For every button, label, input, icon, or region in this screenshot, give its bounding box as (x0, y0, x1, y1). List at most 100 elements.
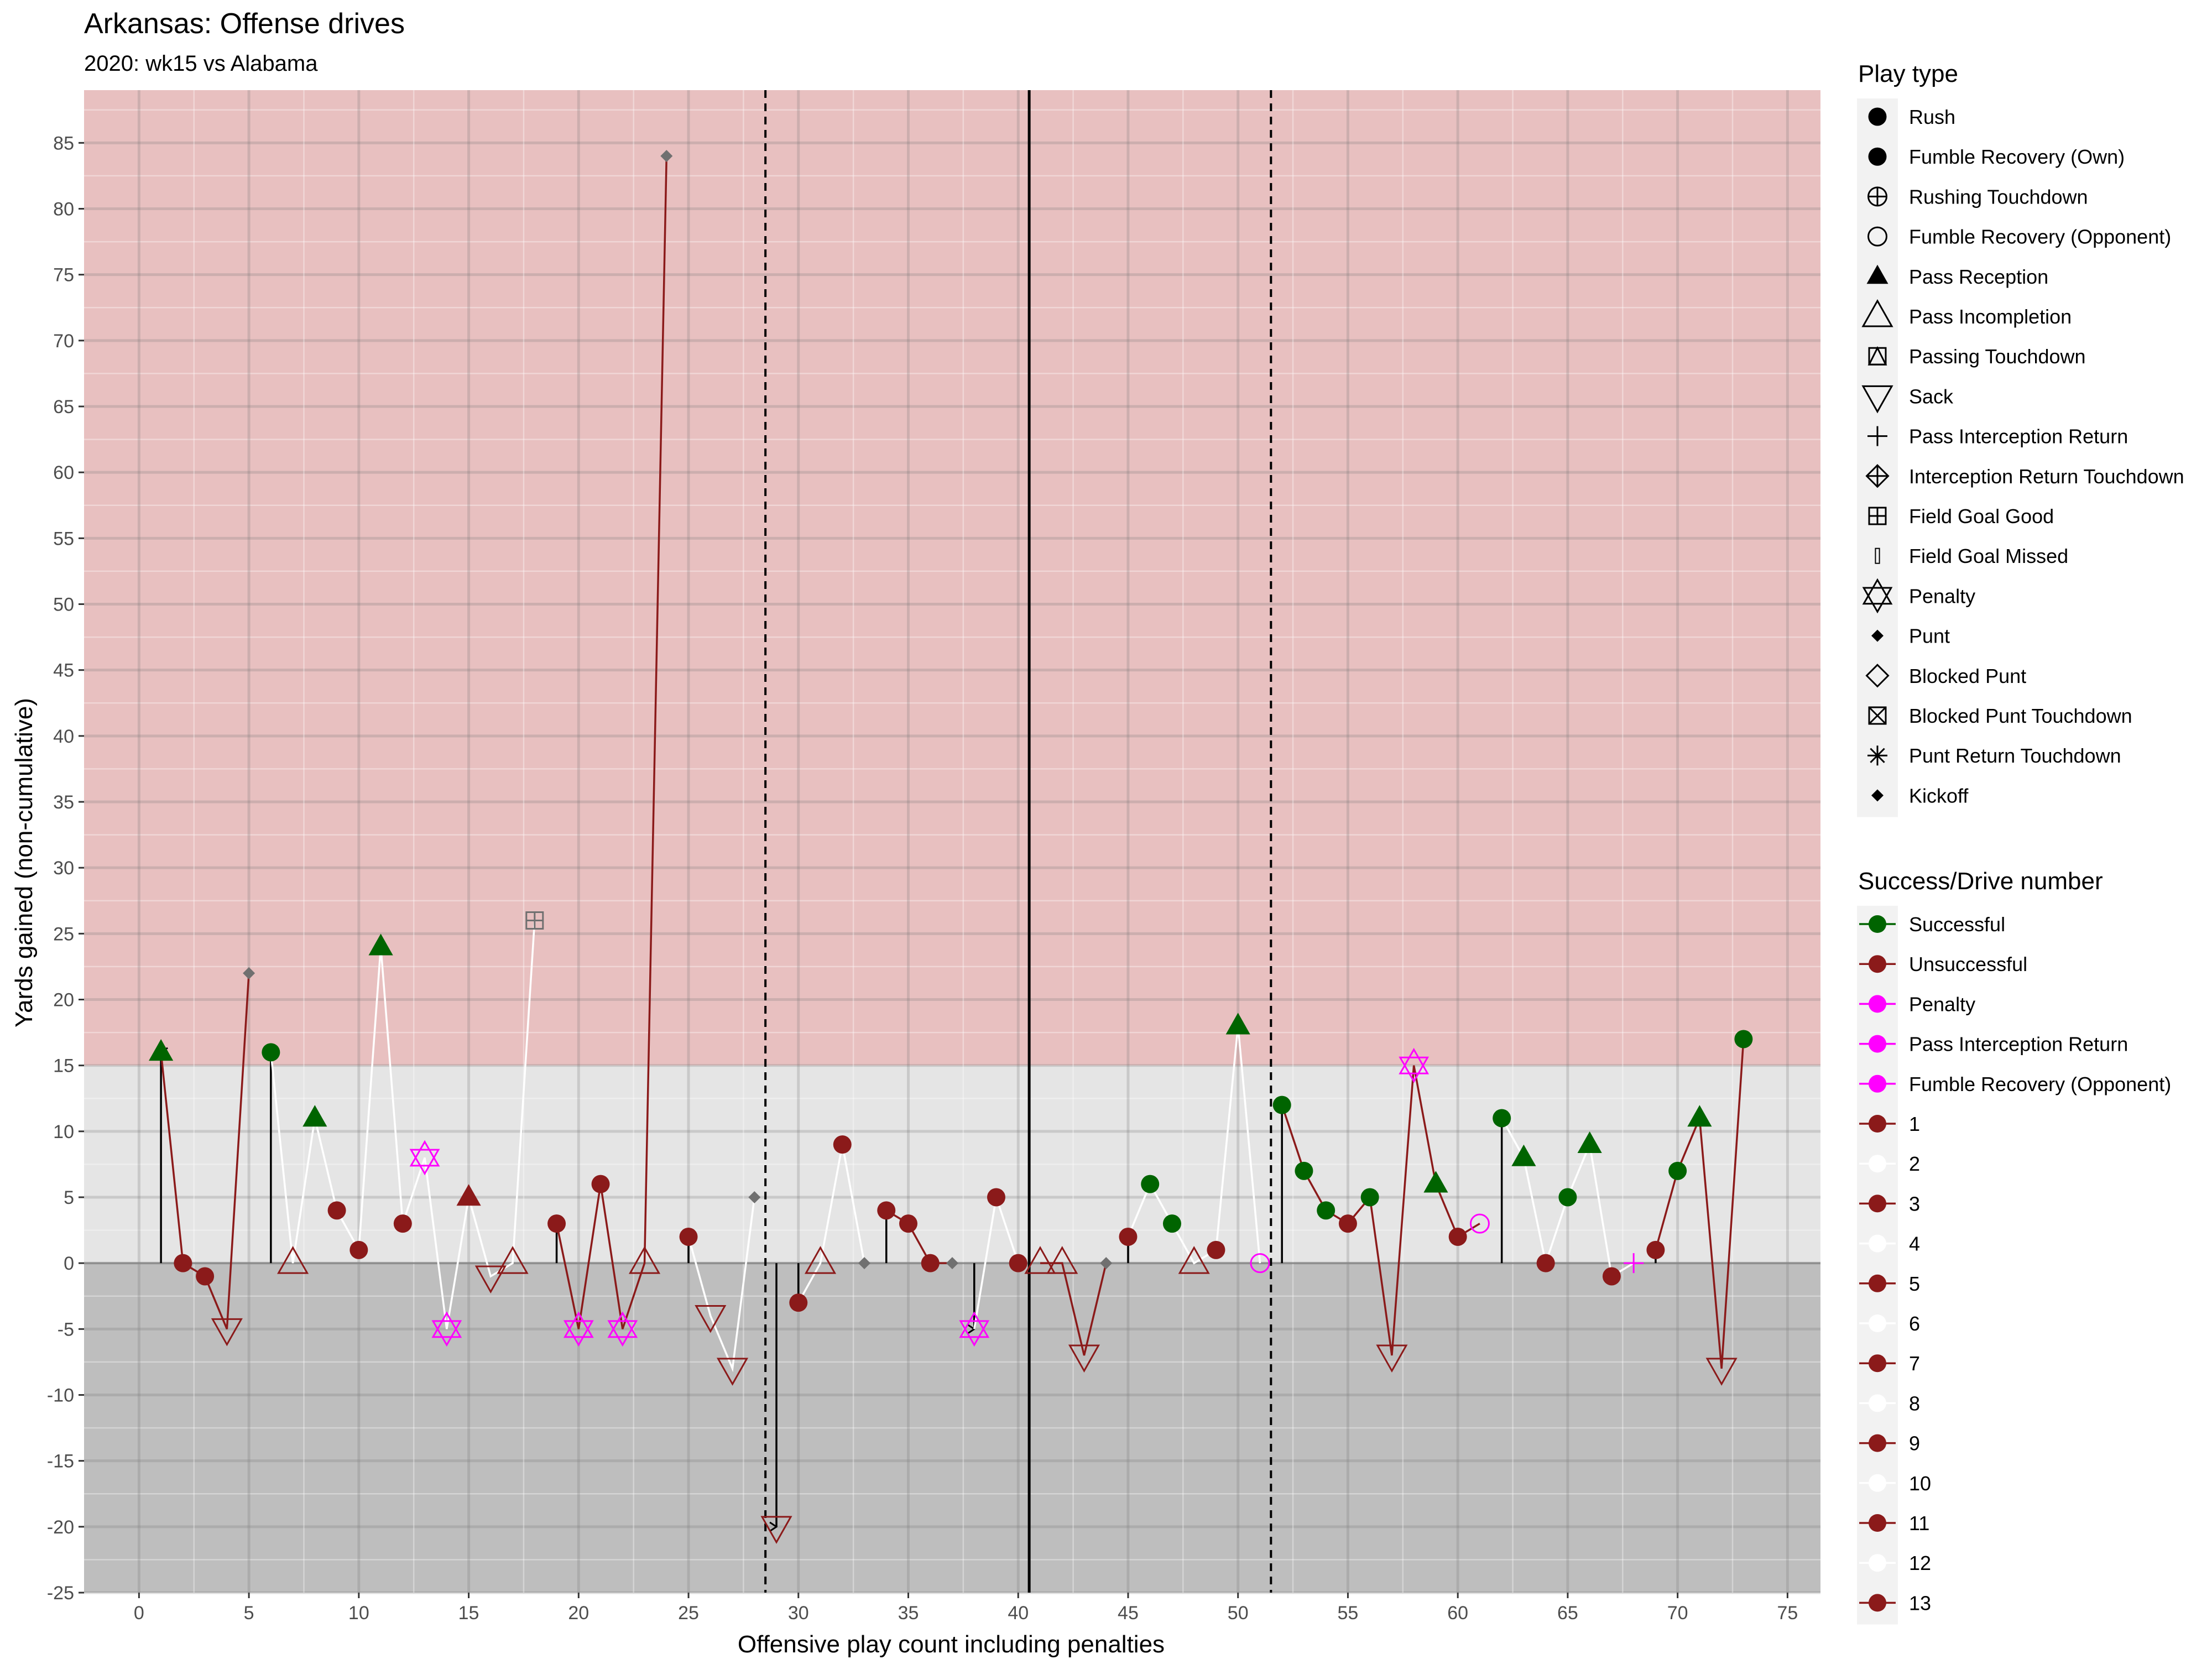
legend-icon-filled-diamond (1871, 789, 1884, 802)
y-tick-label: -5 (58, 1319, 74, 1340)
y-tick-label: 40 (53, 726, 74, 747)
y-axis-title: Yards gained (non-cumulative) (11, 698, 38, 1027)
point-rush (393, 1214, 412, 1233)
drive-line-11 (1281, 1065, 1480, 1356)
point-pass-reception (302, 1105, 327, 1127)
legend-dot (1869, 1074, 1886, 1093)
point-pass-reception (368, 933, 393, 956)
legend-label: Kickoff (1909, 784, 1969, 807)
legend-dot (1869, 1115, 1886, 1133)
legend-dot (1869, 1035, 1886, 1053)
x-tick-label: 75 (1777, 1603, 1798, 1624)
legend-icon-filled-circle (1868, 107, 1887, 126)
point-field-goal-good (525, 911, 544, 930)
legend-label: Blocked Punt (1909, 665, 2026, 687)
legend-label: 4 (1909, 1233, 1920, 1255)
legend-label: Punt Return Touchdown (1909, 744, 2121, 767)
point-penalty (1399, 1047, 1430, 1083)
point-rush (1317, 1201, 1335, 1220)
legend-label: Pass Interception Return (1909, 1033, 2128, 1056)
legend-label: Penalty (1909, 585, 1975, 607)
point-pass-reception (1687, 1105, 1712, 1127)
legend-dot (1869, 1594, 1886, 1612)
legend-label: Successful (1909, 913, 2005, 936)
y-tick-label: 45 (53, 660, 74, 681)
x-tick-label: 65 (1557, 1603, 1578, 1624)
legend-dot (1869, 1234, 1886, 1253)
legend-dot (1869, 1314, 1886, 1332)
point-rush (1646, 1240, 1665, 1259)
legend-label: 8 (1909, 1392, 1920, 1415)
zone-2 (84, 1263, 1820, 1593)
y-tick-label: 10 (53, 1121, 74, 1142)
point-pass-reception (1511, 1144, 1536, 1166)
legend-label: Sack (1909, 385, 1954, 408)
point-rush (1536, 1254, 1555, 1272)
legend-label: 1 (1909, 1113, 1920, 1135)
point-rush (1141, 1175, 1160, 1193)
point-pass-incompletion (1178, 1246, 1210, 1274)
legend-label: Rush (1909, 106, 1955, 128)
point-pass-reception (1577, 1131, 1602, 1153)
point-pass-incompletion (628, 1246, 661, 1274)
legend-label: Unsuccessful (1909, 953, 2027, 975)
legend-label: 6 (1909, 1312, 1920, 1335)
legend-dot (1869, 1474, 1886, 1492)
point-rush (921, 1254, 940, 1272)
legend-label: Pass Reception (1909, 265, 2048, 288)
x-tick-label: 45 (1118, 1603, 1139, 1624)
legend-label: 2 (1909, 1152, 1920, 1175)
point-sack (1705, 1358, 1738, 1386)
point-pass-incompletion (804, 1246, 837, 1274)
legend-label: Pass Interception Return (1909, 425, 2128, 448)
legend-icon-open-triangle-down (1861, 385, 1893, 414)
legend-dot (1869, 1514, 1886, 1532)
legend-icon-open-circle (1867, 226, 1887, 247)
point-rush (1360, 1188, 1379, 1207)
point-penalty (563, 1311, 594, 1347)
point-sack (211, 1318, 243, 1347)
legend-label: Pass Incompletion (1909, 305, 2072, 328)
point-rush (1295, 1161, 1313, 1180)
point-rush (1602, 1267, 1621, 1286)
drive-line-6 (797, 1144, 865, 1303)
legend-play-type: Play type Rush Fumble Recovery (Own) Rushi… (1857, 60, 2184, 817)
legend-icon-open-diamond (1865, 664, 1890, 688)
y-tick-label: 70 (53, 331, 74, 352)
y-tick-label: 75 (53, 265, 74, 286)
legend-icon-open-triangle (1861, 299, 1893, 327)
legend-icon-filled-diamond (1871, 629, 1884, 642)
point-rush (1558, 1188, 1577, 1207)
point-rush (547, 1214, 566, 1233)
legend-dot (1869, 915, 1886, 933)
legend-label: Interception Return Touchdown (1909, 465, 2184, 488)
legend-icon-circle-plus (1867, 186, 1887, 207)
plot-background (84, 90, 1820, 1593)
point-penalty (959, 1311, 990, 1347)
x-tick-label: 15 (458, 1603, 479, 1624)
point-rush (877, 1201, 896, 1220)
legend-label: Field Goal Missed (1909, 545, 2068, 567)
x-tick-label: 25 (678, 1603, 699, 1624)
point-penalty (431, 1311, 462, 1347)
axis-ticks: 0 5 10 15 20 25 30 35 40 45 50 55 60 65 70 75-25-20-15-… (47, 133, 1798, 1624)
legend-label: Fumble Recovery (Own) (1909, 145, 2125, 168)
point-rush (679, 1228, 698, 1246)
legend-key-background (1857, 906, 1898, 1625)
legend-label: 13 (1909, 1592, 1931, 1614)
y-tick-label: -20 (47, 1517, 74, 1538)
legend-label: 5 (1909, 1272, 1920, 1295)
point-rush (591, 1175, 610, 1193)
point-rush (349, 1240, 368, 1259)
y-tick-label: 80 (53, 199, 74, 220)
y-tick-label: -10 (47, 1385, 74, 1406)
point-rush (1009, 1254, 1027, 1272)
x-axis-title: Offensive play count including penalties (738, 1631, 1165, 1658)
legend-label: 12 (1909, 1552, 1931, 1574)
chart-subtitle: 2020: wk15 vs Alabama (84, 51, 318, 76)
legend-label: Penalty (1909, 993, 1975, 1015)
legend-icon-thin-rect (1875, 547, 1880, 564)
legend-play-type-title: Play type (1858, 60, 1958, 87)
drive-dividers (764, 90, 1272, 1593)
